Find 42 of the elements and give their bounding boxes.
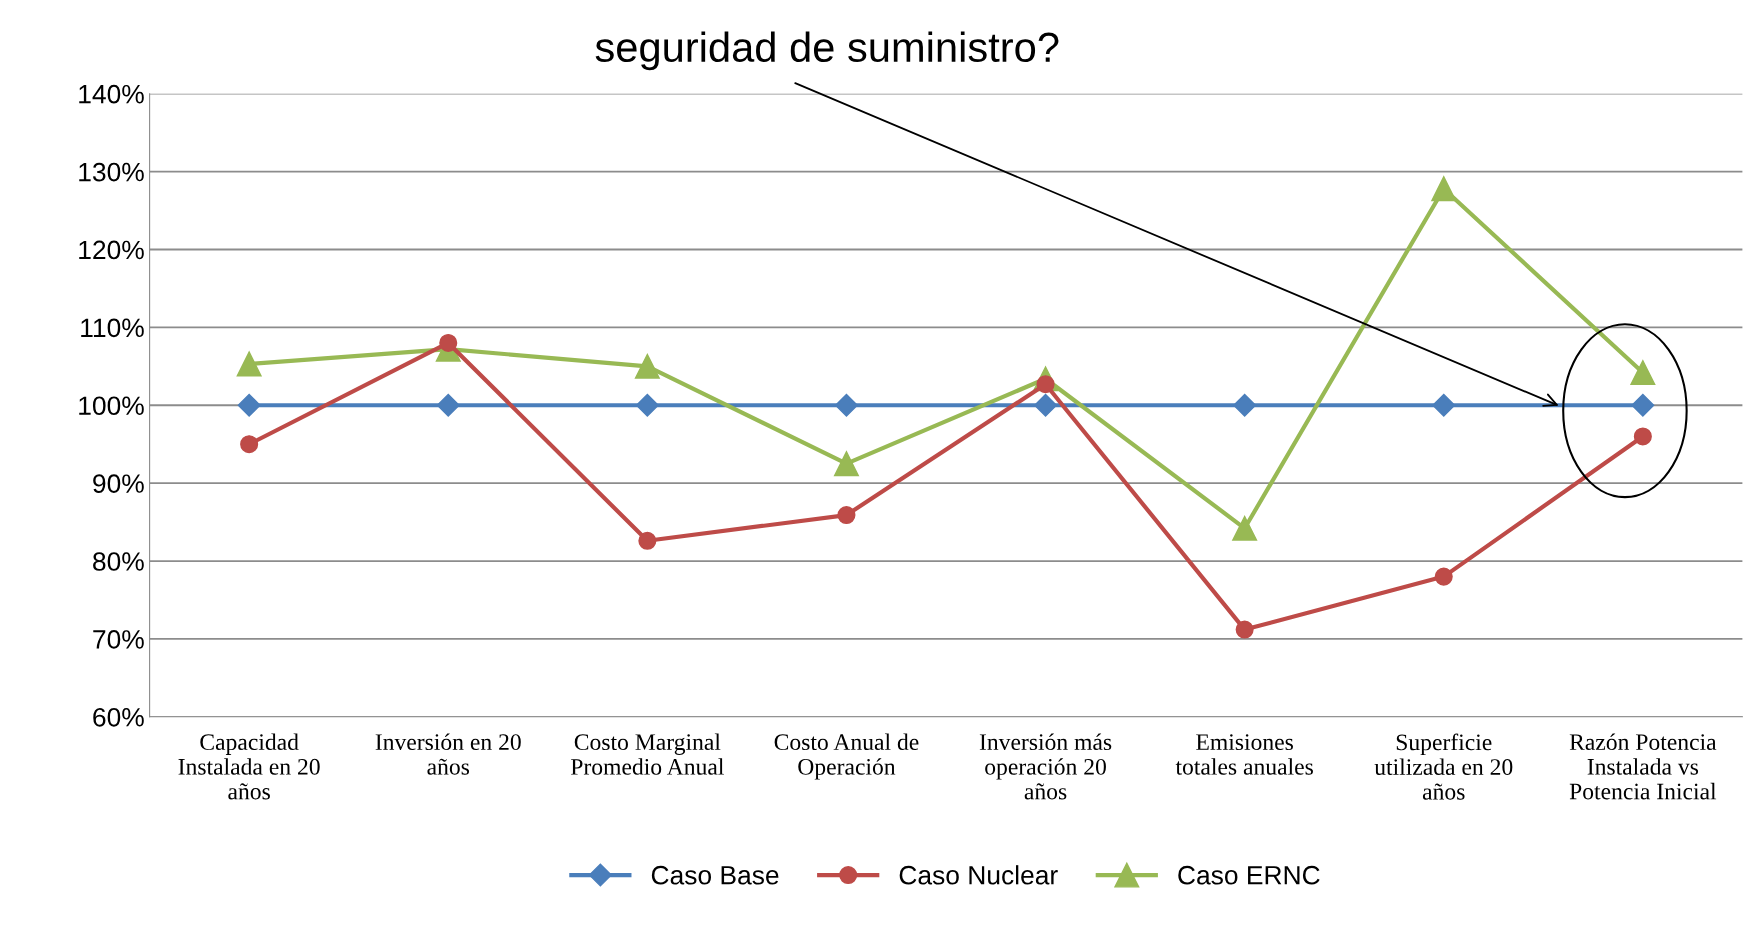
point bbox=[237, 393, 261, 417]
point bbox=[1631, 393, 1655, 417]
point bbox=[1630, 360, 1656, 386]
point bbox=[1235, 620, 1254, 639]
point bbox=[436, 393, 460, 417]
point bbox=[236, 351, 262, 377]
legend-label: Caso Nuclear bbox=[899, 865, 1058, 885]
x-tick-label: Inversión en 20 años bbox=[375, 733, 521, 775]
x-tick-label: Costo Marginal Promedio Anual bbox=[570, 733, 724, 775]
x-tick-label: Emisiones totales anuales bbox=[1175, 734, 1313, 775]
point bbox=[1232, 515, 1258, 541]
y-tick-label: 90% bbox=[93, 474, 144, 493]
y-tick-label: 60% bbox=[93, 707, 144, 727]
point bbox=[439, 333, 458, 352]
y-tick-label: 110% bbox=[81, 318, 144, 338]
point bbox=[1434, 567, 1453, 586]
point bbox=[638, 531, 657, 550]
point bbox=[834, 393, 858, 417]
point bbox=[1233, 393, 1257, 417]
legend-label: Caso ERNC bbox=[1178, 865, 1320, 885]
point bbox=[634, 353, 660, 379]
point bbox=[1432, 393, 1456, 417]
point bbox=[833, 451, 859, 477]
y-tick-label: 100% bbox=[79, 396, 144, 416]
point bbox=[1633, 427, 1652, 446]
x-tick-label: Superficie utilizada en 20 años bbox=[1374, 733, 1513, 800]
x-tick-label: Costo Anual de Operación bbox=[774, 733, 919, 780]
y-tick-label: 70% bbox=[93, 630, 144, 649]
x-tick-label: Capacidad Instalada en 20 años bbox=[178, 733, 320, 800]
x-tick-label: Razón Potencia Instalada vs Potencia Inicial bbox=[1569, 733, 1717, 800]
y-tick-label: 120% bbox=[79, 240, 144, 260]
point bbox=[837, 506, 856, 525]
y-tick-label: 140% bbox=[79, 84, 144, 104]
point bbox=[240, 435, 259, 454]
y-tick-label: 80% bbox=[93, 552, 144, 571]
legend-label: Caso Base bbox=[651, 865, 779, 885]
point bbox=[1034, 393, 1058, 417]
text: seguridad de suministro? bbox=[595, 31, 1059, 71]
point bbox=[1431, 176, 1457, 202]
x-tick-label: Inversión más operación 20 años bbox=[979, 733, 1112, 800]
y-tick-label: 130% bbox=[79, 162, 144, 182]
point bbox=[635, 393, 659, 417]
